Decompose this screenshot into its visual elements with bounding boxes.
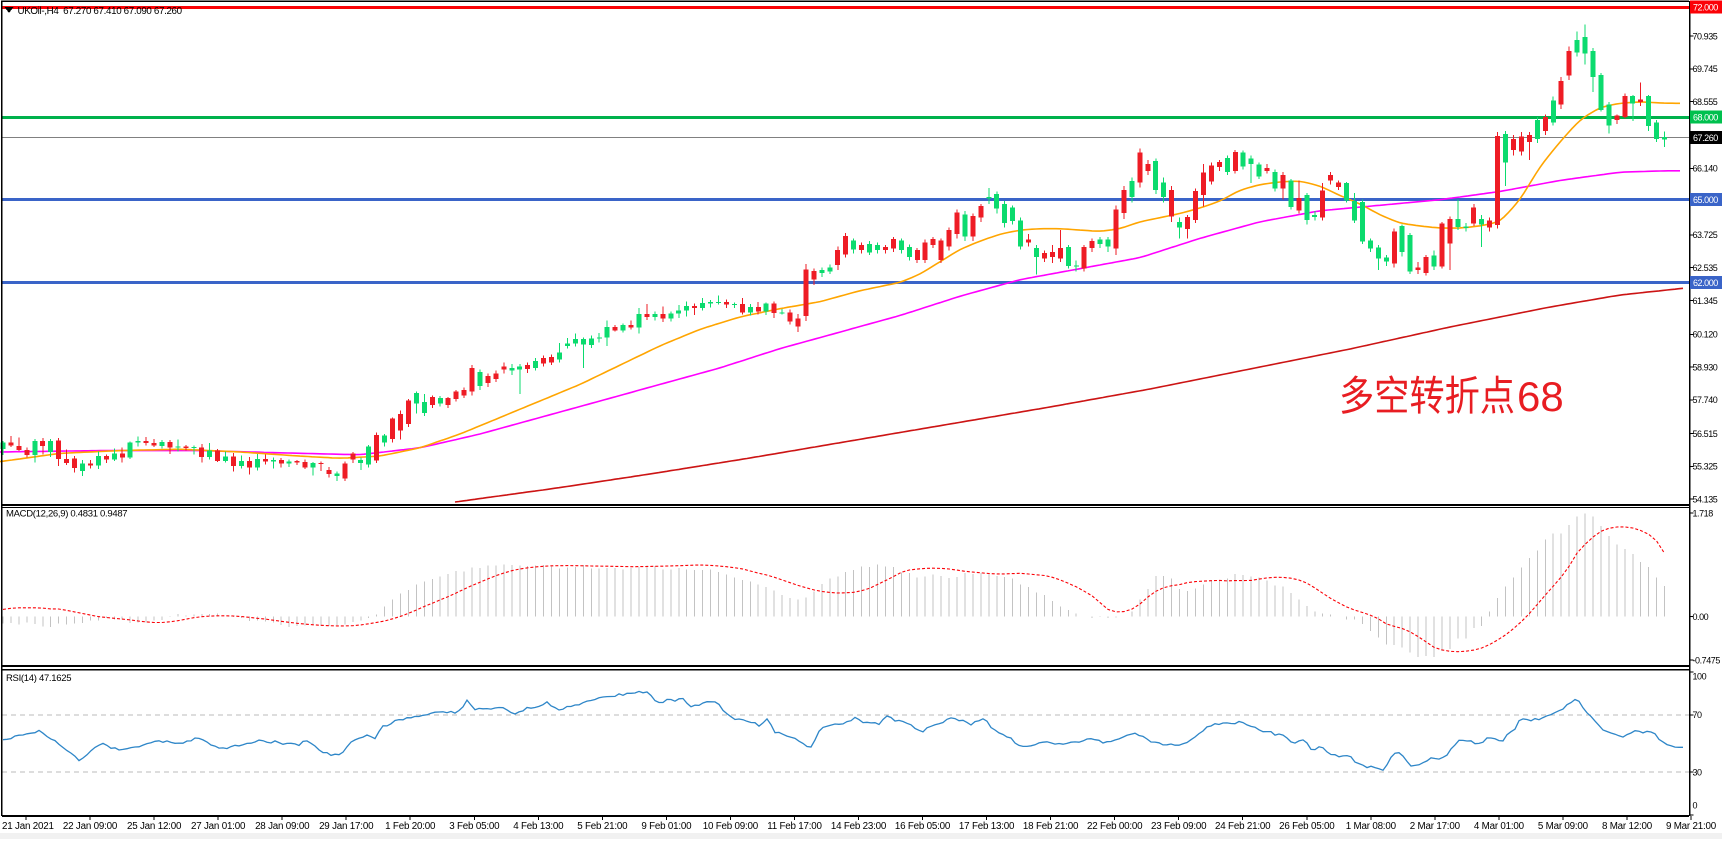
svg-text:1 Mar 08:00: 1 Mar 08:00 (1346, 821, 1397, 832)
svg-text:17 Feb 13:00: 17 Feb 13:00 (959, 821, 1015, 832)
svg-text:61.345: 61.345 (1693, 296, 1718, 306)
svg-text:3 Feb 05:00: 3 Feb 05:00 (449, 821, 500, 832)
svg-text:11 Feb 17:00: 11 Feb 17:00 (767, 821, 822, 832)
svg-text:4 Mar 01:00: 4 Mar 01:00 (1474, 821, 1525, 832)
svg-text:65.000: 65.000 (1693, 195, 1718, 205)
svg-text:0: 0 (1693, 800, 1698, 810)
svg-text:5 Mar 09:00: 5 Mar 09:00 (1538, 821, 1589, 832)
svg-text:-0.7475: -0.7475 (1693, 655, 1721, 665)
svg-text:21 Jan 2021: 21 Jan 2021 (2, 821, 54, 832)
svg-text:22 Jan 09:00: 22 Jan 09:00 (63, 821, 118, 832)
svg-text:10 Feb 09:00: 10 Feb 09:00 (703, 821, 759, 832)
svg-text:100: 100 (1693, 671, 1707, 681)
svg-text:8 Mar 12:00: 8 Mar 12:00 (1602, 821, 1653, 832)
svg-text:70: 70 (1693, 710, 1703, 720)
svg-text:28 Jan 09:00: 28 Jan 09:00 (255, 821, 310, 832)
svg-text:62.000: 62.000 (1693, 278, 1718, 288)
svg-text:UKOil-,H4 67.270 67.410 67.09: UKOil-,H4 67.270 67.410 67.090 67.260 (18, 6, 183, 17)
svg-text:27 Jan 01:00: 27 Jan 01:00 (191, 821, 246, 832)
svg-text:24 Feb 21:00: 24 Feb 21:00 (1215, 821, 1271, 832)
svg-text:67.260: 67.260 (1693, 133, 1718, 143)
svg-text:62.535: 62.535 (1693, 263, 1718, 273)
svg-text:68.555: 68.555 (1693, 97, 1718, 107)
svg-text:69.745: 69.745 (1693, 64, 1718, 74)
svg-text:29 Jan 17:00: 29 Jan 17:00 (319, 821, 374, 832)
svg-text:9 Feb 01:00: 9 Feb 01:00 (641, 821, 692, 832)
svg-text:55.325: 55.325 (1693, 462, 1718, 472)
svg-text:68: 68 (1517, 373, 1564, 420)
svg-text:1.718: 1.718 (1693, 508, 1714, 518)
svg-text:4 Feb 13:00: 4 Feb 13:00 (513, 821, 564, 832)
svg-text:18 Feb 21:00: 18 Feb 21:00 (1023, 821, 1079, 832)
svg-text:1 Feb 20:00: 1 Feb 20:00 (385, 821, 436, 832)
svg-text:70.935: 70.935 (1693, 31, 1718, 41)
svg-text:23 Feb 09:00: 23 Feb 09:00 (1151, 821, 1207, 832)
svg-text:MACD(12,26,9) 0.4831 0.9487: MACD(12,26,9) 0.4831 0.9487 (6, 509, 127, 520)
svg-text:2 Mar 17:00: 2 Mar 17:00 (1410, 821, 1461, 832)
svg-text:22 Feb 00:00: 22 Feb 00:00 (1087, 821, 1143, 832)
svg-text:57.740: 57.740 (1693, 395, 1718, 405)
svg-text:68.000: 68.000 (1693, 113, 1718, 123)
svg-text:63.725: 63.725 (1693, 230, 1718, 240)
svg-text:58.930: 58.930 (1693, 362, 1718, 372)
svg-text:RSI(14) 47.1625: RSI(14) 47.1625 (6, 673, 71, 684)
svg-text:30: 30 (1693, 767, 1703, 777)
svg-text:72.000: 72.000 (1693, 2, 1718, 12)
svg-text:14 Feb 23:00: 14 Feb 23:00 (831, 821, 887, 832)
svg-text:56.515: 56.515 (1693, 429, 1718, 439)
svg-text:26 Feb 05:00: 26 Feb 05:00 (1279, 821, 1335, 832)
svg-text:66.140: 66.140 (1693, 164, 1718, 174)
svg-text:25 Jan 12:00: 25 Jan 12:00 (127, 821, 182, 832)
svg-text:60.120: 60.120 (1693, 330, 1718, 340)
svg-text:0.00: 0.00 (1693, 612, 1709, 622)
svg-text:9 Mar 21:00: 9 Mar 21:00 (1666, 821, 1717, 832)
svg-text:54.135: 54.135 (1693, 495, 1718, 505)
svg-text:16 Feb 05:00: 16 Feb 05:00 (895, 821, 951, 832)
svg-text:5 Feb 21:00: 5 Feb 21:00 (577, 821, 628, 832)
